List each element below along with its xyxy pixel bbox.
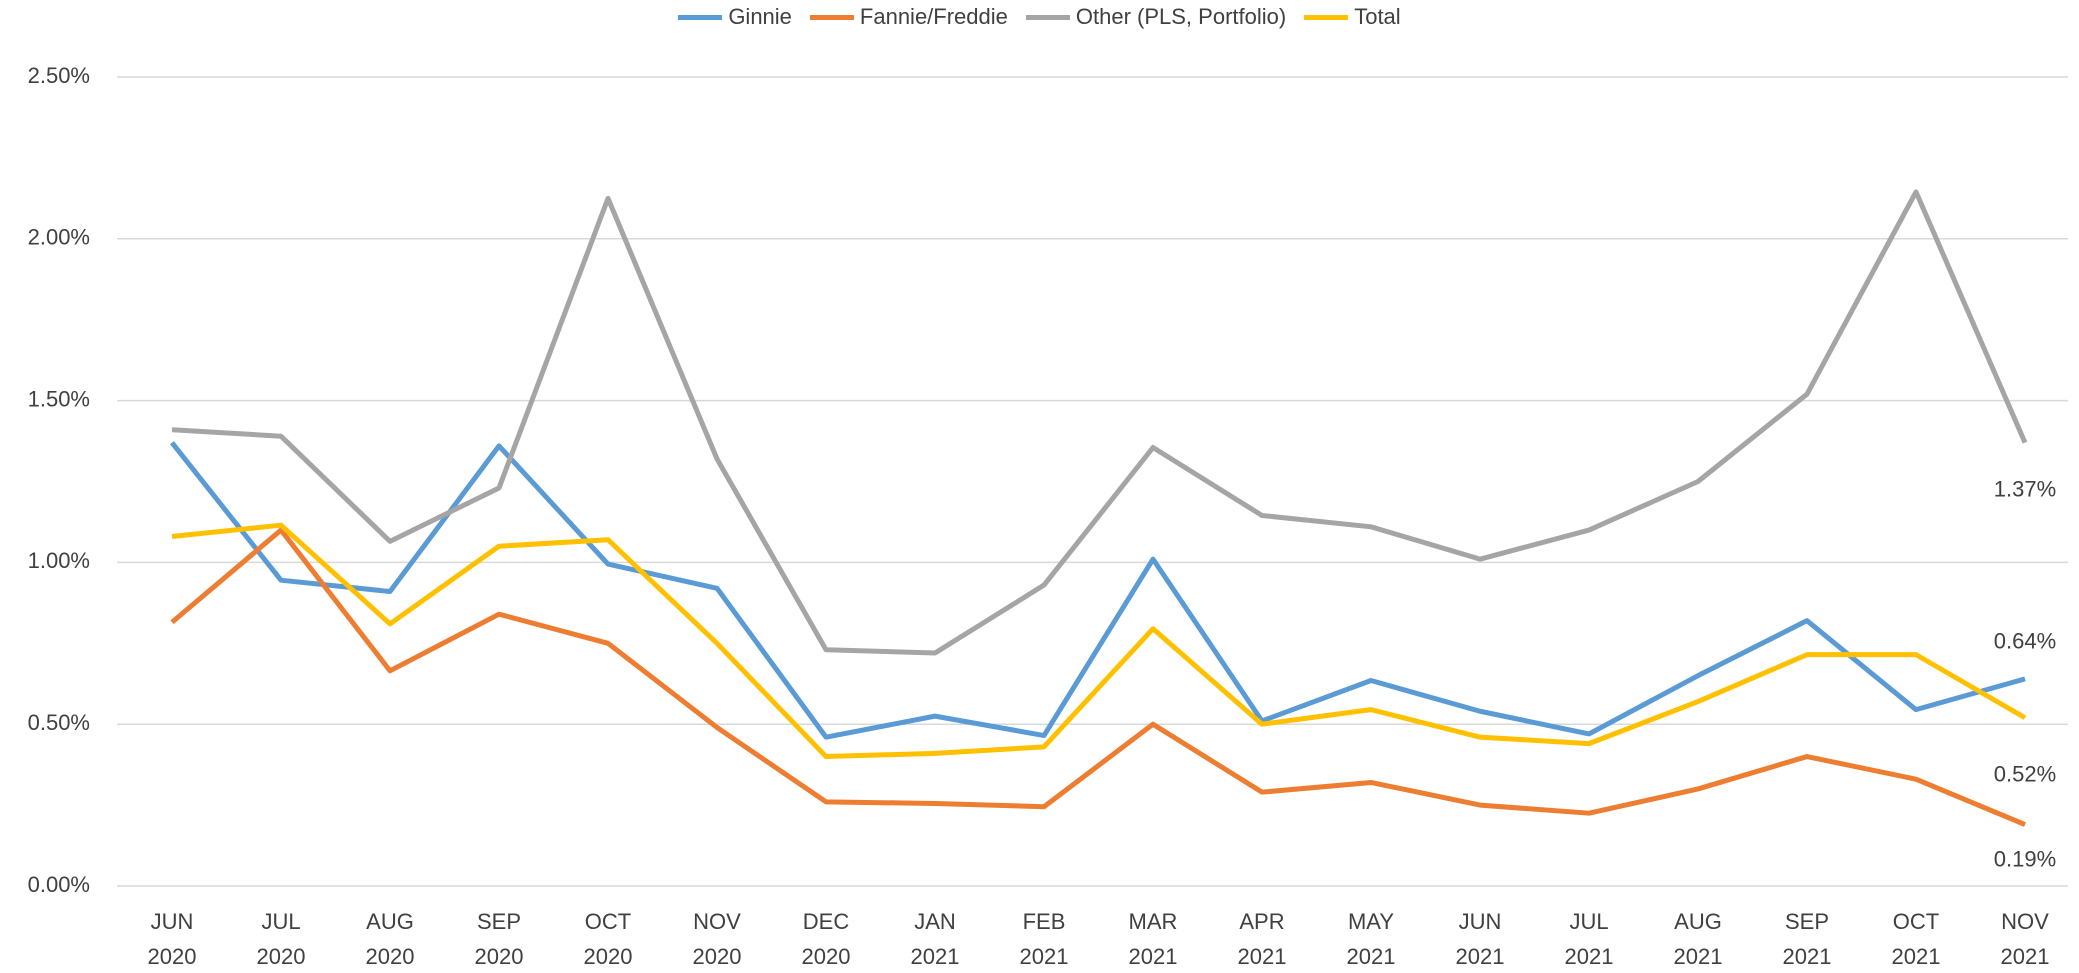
y-tick-label: 1.50%: [28, 386, 90, 411]
series-line: [171, 189, 2028, 656]
legend-item: Other (PLS, Portfolio): [1025, 4, 1287, 30]
x-tick-label: AUG 2021: [1673, 909, 1723, 969]
data-label: 0.64%: [1994, 629, 2056, 654]
x-tick-label: JUL 2021: [1564, 909, 1614, 969]
legend-label: Other (PLS, Portfolio): [1075, 4, 1287, 29]
x-tick-label: MAY 2021: [1346, 909, 1396, 969]
legend-item: Fannie/Freddie: [809, 4, 1008, 30]
legend-swatch: [1304, 14, 1349, 20]
x-tick-label: DEC 2020: [801, 909, 851, 969]
legend-label: Total: [1354, 4, 1401, 29]
data-label: 0.19%: [1994, 846, 2056, 871]
y-tick-label: 2.00%: [28, 225, 90, 250]
x-tick-label: JUN 2021: [1455, 909, 1505, 969]
legend-swatch: [678, 14, 723, 20]
series-line: [171, 522, 2027, 760]
legend-label: Fannie/Freddie: [859, 4, 1008, 29]
x-tick-label: SEP 2020: [474, 909, 524, 969]
x-tick-label: JUN 2020: [147, 909, 197, 969]
y-tick-label: 0.00%: [28, 872, 90, 897]
x-tick-label: OCT 2021: [1891, 909, 1941, 969]
x-tick-label: NOV 2021: [2000, 909, 2050, 969]
y-tick-label: 2.50%: [28, 63, 90, 88]
y-tick-label: 1.00%: [28, 548, 90, 573]
data-label: 1.37%: [1994, 476, 2056, 501]
x-tick-label: MAR 2021: [1128, 909, 1178, 969]
x-tick-label: SEP 2021: [1782, 909, 1832, 969]
series-line: [170, 441, 2026, 740]
legend-swatch: [1025, 14, 1070, 20]
data-label: 0.52%: [1994, 762, 2056, 787]
x-tick-label: FEB 2021: [1019, 909, 1069, 969]
x-tick-label: JAN 2021: [910, 909, 960, 969]
legend-item: Ginnie: [678, 4, 792, 30]
x-tick-label: JUL 2020: [256, 909, 306, 969]
x-tick-label: OCT 2020: [583, 909, 633, 969]
y-tick-label: 0.50%: [28, 710, 90, 735]
legend: Ginnie Fannie/Freddie Other (PLS, Portfoli…: [0, 4, 2079, 30]
x-tick-label: AUG 2020: [365, 909, 415, 969]
x-tick-label: APR 2021: [1237, 909, 1287, 969]
x-tick-label: NOV 2020: [692, 909, 742, 969]
legend-item: Total: [1304, 4, 1401, 30]
legend-swatch: [809, 14, 854, 20]
series-line: [170, 527, 2026, 827]
legend-label: Ginnie: [728, 4, 792, 29]
